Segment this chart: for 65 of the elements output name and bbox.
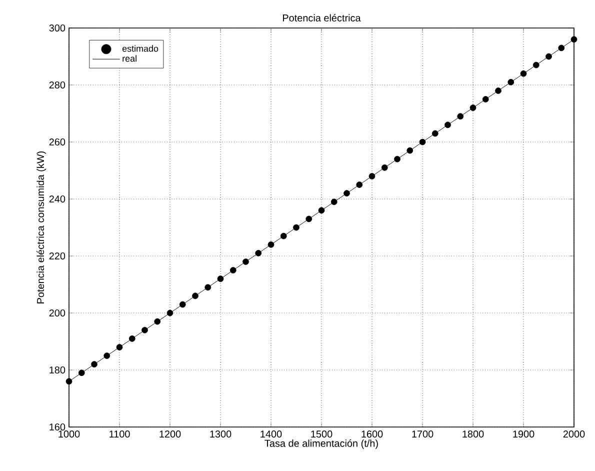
- x-tick-label: 1400: [260, 430, 282, 438]
- point: [166, 310, 174, 316]
- point: [242, 258, 249, 265]
- point: [154, 318, 161, 325]
- point: [482, 96, 489, 102]
- point: [394, 156, 400, 162]
- point: [419, 138, 426, 146]
- point: [546, 53, 552, 60]
- point: [91, 361, 98, 368]
- point: [406, 147, 414, 154]
- x-tick-label: 1600: [362, 430, 383, 438]
- x-tick-label: 1900: [513, 430, 534, 438]
- x-tick-label: 1500: [311, 430, 332, 438]
- point: [532, 62, 540, 68]
- point: [116, 344, 123, 350]
- point: [344, 190, 350, 196]
- point: [217, 276, 224, 282]
- x-tick-label: 1300: [210, 430, 232, 438]
- x-tick-label: 1100: [110, 430, 130, 438]
- x-tick-label: 1200: [160, 430, 181, 438]
- x-tick-label: 2000: [563, 430, 585, 438]
- y-axis-title: Potencia eléctrica consumida (kW): [36, 151, 46, 304]
- point: [179, 301, 186, 308]
- point: [570, 36, 578, 43]
- point: [280, 232, 287, 240]
- x-tick-label: 1000: [58, 430, 80, 438]
- point: [330, 198, 338, 206]
- point: [78, 370, 85, 376]
- x-axis-title: Tasa de alimentación (t/h): [264, 439, 378, 449]
- point: [306, 216, 312, 222]
- point: [255, 250, 262, 256]
- legend-label: real: [122, 55, 136, 62]
- y-tick-label: 300: [49, 24, 66, 32]
- y-tick-label: 240: [49, 195, 66, 203]
- point: [432, 130, 438, 137]
- point: [192, 292, 198, 300]
- legend-label: estimado: [122, 45, 158, 52]
- y-tick-label: 200: [49, 309, 66, 317]
- point: [356, 182, 363, 188]
- point: [495, 88, 502, 94]
- point: [318, 207, 325, 214]
- point: [470, 104, 476, 111]
- point: [520, 70, 527, 77]
- point: [204, 284, 212, 291]
- y-tick-label: 280: [49, 81, 66, 89]
- y-tick-label: 180: [50, 366, 66, 374]
- point: [457, 113, 464, 120]
- point: [66, 378, 72, 385]
- point: [142, 326, 148, 334]
- point: [381, 164, 388, 171]
- point: [558, 44, 565, 52]
- point: [128, 335, 136, 342]
- point: [444, 122, 451, 128]
- point: [368, 173, 376, 180]
- point: [104, 352, 110, 359]
- x-tick-label: 1700: [412, 430, 434, 438]
- point: [293, 224, 300, 231]
- y-tick-label: 260: [49, 138, 66, 146]
- y-tick-label: 160: [50, 423, 66, 431]
- x-tick-label: 1800: [462, 430, 484, 438]
- point: [508, 78, 514, 86]
- point: [268, 241, 274, 248]
- y-tick-label: 220: [49, 252, 66, 260]
- point: [230, 267, 236, 274]
- chart-title: Potencia eléctrica: [282, 14, 361, 22]
